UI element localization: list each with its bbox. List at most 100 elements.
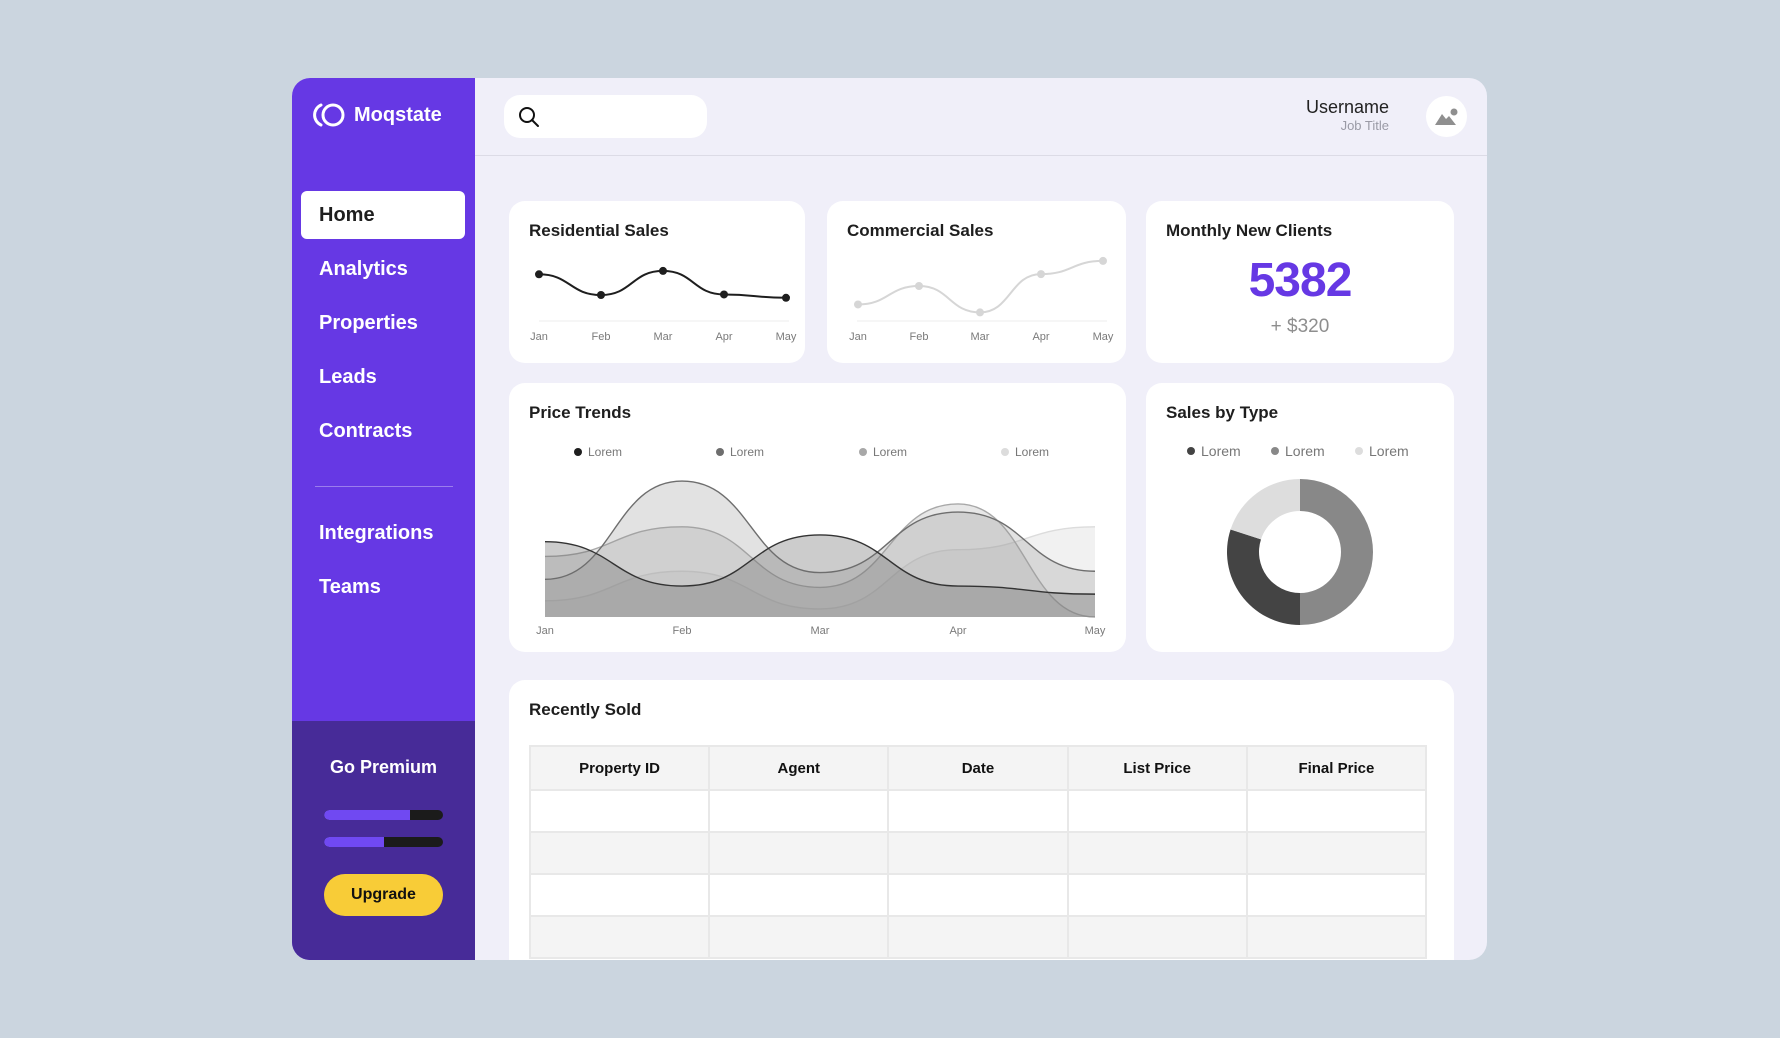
x-axis-labels: Jan Feb Mar Apr May bbox=[509, 625, 1126, 639]
legend-item[interactable]: Lorem bbox=[859, 445, 907, 459]
premium-progress-bar-1 bbox=[324, 810, 443, 820]
premium-progress-bar-2 bbox=[324, 837, 443, 847]
x-tick: Jan bbox=[849, 331, 867, 343]
legend-item[interactable]: Lorem bbox=[716, 445, 764, 459]
x-tick: Jan bbox=[536, 625, 554, 637]
table-header-row: Property ID Agent Date List Price Final … bbox=[528, 745, 1428, 791]
legend-label: Lorem bbox=[1369, 443, 1409, 459]
x-tick: Feb bbox=[909, 331, 929, 343]
legend-item[interactable]: Lorem bbox=[1001, 445, 1049, 459]
x-axis-labels: Jan Feb Mar Apr May bbox=[827, 331, 1126, 345]
new-clients-value: 5382 bbox=[1248, 254, 1353, 307]
table-cell bbox=[887, 873, 1069, 917]
legend-dot-icon bbox=[1271, 447, 1279, 455]
legend-dot-icon bbox=[1355, 447, 1363, 455]
table-cell bbox=[1245, 873, 1428, 917]
top-header: Username Job Title bbox=[475, 78, 1487, 156]
table-cell bbox=[1245, 831, 1428, 875]
card-title: Commercial Sales bbox=[847, 221, 994, 240]
legend-item[interactable]: Lorem bbox=[1187, 443, 1241, 459]
x-tick: May bbox=[1084, 625, 1106, 637]
commercial-sales-card: Commercial Sales Jan Feb Mar Apr May bbox=[827, 201, 1126, 363]
column-header-agent[interactable]: Agent bbox=[708, 745, 890, 791]
table-cell bbox=[528, 873, 711, 917]
price-trends-card: Price Trends Lorem Lorem Lorem Lorem Jan… bbox=[509, 383, 1126, 652]
table-cell bbox=[887, 831, 1069, 875]
app-window: Moqstate Home Analytics Properties Leads… bbox=[292, 78, 1487, 960]
sidebar: Moqstate Home Analytics Properties Leads… bbox=[292, 78, 475, 960]
table-cell bbox=[1245, 789, 1428, 833]
search-bar[interactable] bbox=[504, 95, 707, 138]
table-row[interactable] bbox=[528, 789, 1428, 833]
legend-dot-icon bbox=[1001, 448, 1009, 456]
x-tick: Mar bbox=[810, 625, 830, 637]
table-row[interactable] bbox=[528, 915, 1428, 959]
sidebar-item-teams[interactable]: Teams bbox=[319, 575, 381, 598]
legend-dot-icon bbox=[716, 448, 724, 456]
x-tick: Apr bbox=[1032, 331, 1050, 343]
column-header-date[interactable]: Date bbox=[887, 745, 1069, 791]
x-tick: Feb bbox=[672, 625, 692, 637]
table-row[interactable] bbox=[528, 873, 1428, 917]
job-title: Job Title bbox=[1340, 118, 1389, 133]
price-trends-chart bbox=[544, 480, 1096, 618]
legend-dot-icon bbox=[859, 448, 867, 456]
x-tick: May bbox=[1092, 331, 1114, 343]
column-header-final-price[interactable]: Final Price bbox=[1245, 745, 1428, 791]
sidebar-item-leads[interactable]: Leads bbox=[319, 365, 377, 388]
residential-sales-chart bbox=[535, 266, 790, 322]
app-name: Moqstate bbox=[354, 103, 442, 126]
avatar[interactable] bbox=[1426, 96, 1467, 137]
legend-item[interactable]: Lorem bbox=[1271, 443, 1325, 459]
card-title: Price Trends bbox=[529, 403, 632, 422]
sales-by-type-donut-chart bbox=[1227, 479, 1373, 625]
sidebar-item-integrations[interactable]: Integrations bbox=[319, 521, 434, 544]
sidebar-item-properties[interactable]: Properties bbox=[319, 311, 418, 334]
table-cell bbox=[708, 873, 890, 917]
image-placeholder-icon bbox=[1434, 108, 1457, 125]
recently-sold-table: Property ID Agent Date List Price Final … bbox=[528, 745, 1428, 959]
table-cell bbox=[1066, 915, 1248, 959]
legend-label: Lorem bbox=[873, 445, 908, 459]
legend-item[interactable]: Lorem bbox=[1355, 443, 1409, 459]
table-cell bbox=[887, 789, 1069, 833]
legend-dot-icon bbox=[1187, 447, 1195, 455]
table-cell bbox=[528, 915, 711, 959]
table-cell bbox=[708, 915, 890, 959]
monthly-new-clients-card: Monthly New Clients 5382 + $320 bbox=[1146, 201, 1454, 363]
logo[interactable]: Moqstate bbox=[312, 102, 442, 128]
table-row[interactable] bbox=[528, 831, 1428, 875]
x-tick: May bbox=[775, 331, 797, 343]
card-title: Recently Sold bbox=[529, 700, 642, 719]
card-title: Monthly New Clients bbox=[1166, 221, 1333, 240]
legend-item[interactable]: Lorem bbox=[574, 445, 622, 459]
card-title: Residential Sales bbox=[529, 221, 669, 240]
upgrade-button[interactable]: Upgrade bbox=[324, 874, 443, 916]
user-info[interactable]: Username Job Title bbox=[1306, 96, 1389, 134]
table-cell bbox=[528, 789, 711, 833]
legend-label: Lorem bbox=[1201, 443, 1241, 459]
recently-sold-card: Recently Sold Property ID Agent Date Lis… bbox=[509, 680, 1454, 960]
table-cell bbox=[1245, 915, 1428, 959]
search-icon bbox=[519, 106, 539, 127]
column-header-list-price[interactable]: List Price bbox=[1066, 745, 1248, 791]
sidebar-item-contracts[interactable]: Contracts bbox=[319, 419, 413, 442]
x-tick: Feb bbox=[591, 331, 611, 343]
residential-sales-card: Residential Sales Jan Feb Mar Apr May bbox=[509, 201, 805, 363]
table-cell bbox=[708, 789, 890, 833]
logo-icon bbox=[313, 103, 345, 127]
sidebar-item-home[interactable]: Home bbox=[301, 191, 465, 239]
table-cell bbox=[887, 915, 1069, 959]
search-input[interactable] bbox=[550, 108, 700, 125]
x-tick: Jan bbox=[530, 331, 548, 343]
legend-label: Lorem bbox=[1285, 443, 1325, 459]
table-cell bbox=[1066, 789, 1248, 833]
legend-label: Lorem bbox=[730, 445, 765, 459]
table-cell bbox=[1066, 831, 1248, 875]
table-cell bbox=[1066, 873, 1248, 917]
card-title: Sales by Type bbox=[1166, 403, 1279, 422]
sidebar-item-analytics[interactable]: Analytics bbox=[319, 257, 408, 280]
sidebar-divider bbox=[315, 486, 453, 487]
premium-panel: Go Premium Upgrade bbox=[292, 721, 475, 960]
column-header-property-id[interactable]: Property ID bbox=[528, 745, 711, 791]
